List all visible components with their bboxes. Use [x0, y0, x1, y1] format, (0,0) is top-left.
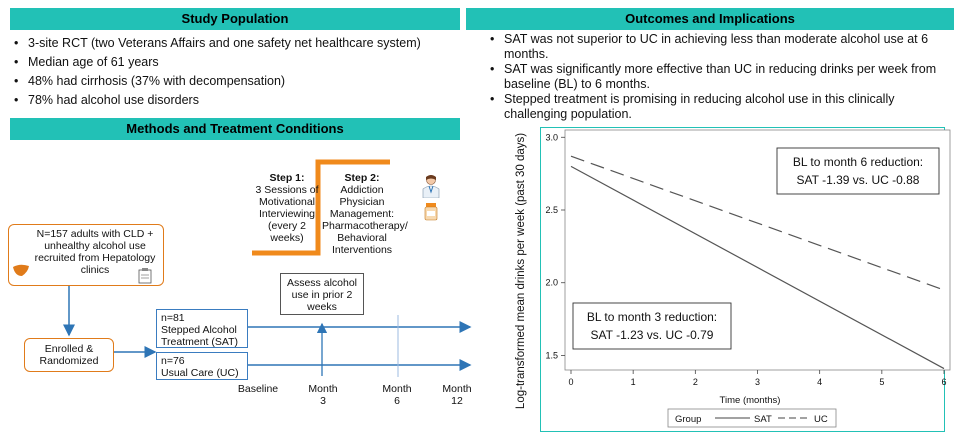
liver-icon	[13, 264, 29, 276]
list-item: Median age of 61 years	[14, 55, 454, 69]
step2-text: Addiction Physician Management: Pharmaco…	[322, 184, 408, 256]
annotation-box-month6	[776, 147, 940, 195]
list-item: 78% had alcohol use disorders	[14, 93, 454, 107]
x-tick-label: 6	[941, 377, 946, 387]
outcomes-list: SAT was not superior to UC in achieving …	[490, 32, 950, 122]
uc-n: n=76	[161, 355, 185, 367]
chart: Log-transformed mean drinks per week (pa…	[515, 129, 951, 428]
methods-diagram-lines	[63, 159, 472, 377]
timeline-month6-value: 6	[394, 395, 400, 407]
series-line-uc	[570, 155, 945, 291]
timeline-month12-value: 12	[451, 395, 463, 407]
legend-sat-label: SAT	[754, 414, 772, 425]
study-population-list: 3-site RCT (two Veterans Affairs and one…	[14, 36, 454, 107]
step2-title: Step 2:	[344, 172, 380, 184]
legend-title: Group	[675, 414, 701, 425]
list-item: 3-site RCT (two Veterans Affairs and one…	[14, 36, 454, 50]
assess-text: Assess alcohol use in prior 2 weeks	[286, 277, 358, 313]
timeline-month6-label: Month	[382, 383, 412, 395]
annotation-month3-line2: SAT -1.23 vs. UC -0.79	[591, 328, 714, 342]
x-tick-label: 3	[755, 377, 760, 387]
recruit-box: N=157 adults with CLD + unhealthy alcoho…	[8, 224, 164, 286]
clipboard-icon	[138, 268, 152, 284]
series-line-sat	[570, 165, 945, 370]
y-tick-label: 3.0	[545, 132, 558, 142]
timeline-month6: Month 6	[378, 383, 416, 407]
sat-n: n=81	[161, 312, 185, 324]
timeline-baseline: Baseline	[237, 383, 279, 395]
annotation-month3-line1: BL to month 3 reduction:	[587, 310, 717, 324]
uc-label: Usual Care (UC)	[161, 367, 239, 379]
legend-box	[667, 408, 837, 428]
step1-text: 3 Sessions of Motivational Interviewing …	[255, 184, 319, 244]
timeline-month12: Month 12	[438, 383, 476, 407]
list-item: Stepped treatment is promising in reduci…	[490, 92, 950, 122]
y-tick-label: 1.5	[545, 350, 558, 360]
step-connector	[252, 159, 390, 256]
doctor-icon	[422, 175, 440, 198]
list-item: SAT was not superior to UC in achieving …	[490, 32, 950, 62]
timeline-month3: Month 3	[304, 383, 342, 407]
x-tick-label: 2	[693, 377, 698, 387]
y-tick-label: 2.5	[545, 205, 558, 215]
x-axis-label: Time (months)	[720, 395, 781, 406]
x-tick-label: 1	[631, 377, 636, 387]
enrolled-box: Enrolled & Randomized	[24, 338, 114, 372]
y-tick-label: 2.0	[545, 278, 558, 288]
sat-arm-box: n=81 Stepped Alcohol Treatment (SAT)	[156, 309, 248, 348]
methods-header: Methods and Treatment Conditions	[10, 118, 460, 140]
x-tick-label: 0	[568, 377, 573, 387]
pill-bottle-icon	[424, 203, 438, 221]
step1-title: Step 1:	[269, 172, 305, 184]
annotation-box-month3	[572, 302, 732, 350]
y-axis-label: Log-transformed mean drinks per week (pa…	[515, 133, 527, 409]
step2-block: Step 2: Addiction Physician Management: …	[322, 172, 408, 256]
list-item: 48% had cirrhosis (37% with decompensati…	[14, 74, 454, 88]
sat-label: Stepped Alcohol Treatment (SAT)	[161, 324, 239, 348]
legend-uc-label: UC	[814, 414, 828, 425]
step1-block: Step 1: 3 Sessions of Motivational Inter…	[252, 172, 322, 244]
outcomes-header: Outcomes and Implications	[466, 8, 954, 30]
timeline-month12-label: Month	[442, 383, 472, 395]
study-population-header: Study Population	[10, 8, 460, 30]
recruit-text: N=157 adults with CLD + unhealthy alcoho…	[34, 228, 156, 276]
annotation-month6-line2: SAT -1.39 vs. UC -0.88	[797, 173, 920, 187]
enrolled-text: Enrolled & Randomized	[39, 343, 99, 367]
timeline-month3-label: Month	[308, 383, 338, 395]
x-tick-label: 4	[817, 377, 822, 387]
annotation-month6-line1: BL to month 6 reduction:	[793, 155, 923, 169]
list-item: SAT was significantly more effective tha…	[490, 62, 950, 92]
x-tick-label: 5	[879, 377, 884, 387]
uc-arm-box: n=76 Usual Care (UC)	[156, 352, 248, 380]
assess-box: Assess alcohol use in prior 2 weeks	[280, 273, 364, 315]
timeline-month3-value: 3	[320, 395, 326, 407]
